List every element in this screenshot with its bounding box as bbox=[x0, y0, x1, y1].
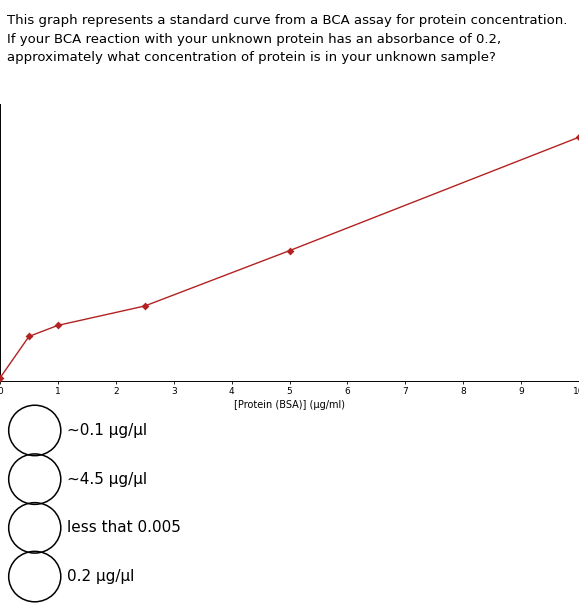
Point bbox=[285, 246, 294, 256]
Point bbox=[140, 301, 149, 311]
Text: less that 0.005: less that 0.005 bbox=[67, 520, 181, 536]
Point bbox=[0, 373, 5, 383]
Point bbox=[24, 332, 34, 341]
Text: ~4.5 μg/μl: ~4.5 μg/μl bbox=[67, 472, 146, 487]
Text: 0.2 μg/μl: 0.2 μg/μl bbox=[67, 569, 134, 584]
Point bbox=[53, 321, 63, 330]
Point bbox=[574, 132, 579, 142]
Text: ~0.1 μg/μl: ~0.1 μg/μl bbox=[67, 423, 146, 438]
Text: This graph represents a standard curve from a BCA assay for protein concentratio: This graph represents a standard curve f… bbox=[7, 14, 567, 64]
X-axis label: [Protein (BSA)] (μg/ml): [Protein (BSA)] (μg/ml) bbox=[234, 400, 345, 410]
